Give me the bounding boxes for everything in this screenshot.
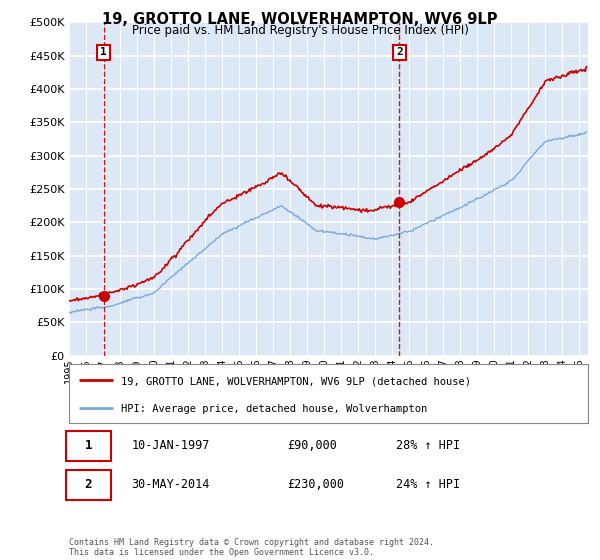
Text: HPI: Average price, detached house, Wolverhampton: HPI: Average price, detached house, Wolv…	[121, 404, 427, 414]
Text: 24% ↑ HPI: 24% ↑ HPI	[396, 478, 460, 492]
Text: £230,000: £230,000	[287, 478, 344, 492]
Text: 1: 1	[100, 48, 107, 57]
Text: 19, GROTTO LANE, WOLVERHAMPTON, WV6 9LP: 19, GROTTO LANE, WOLVERHAMPTON, WV6 9LP	[102, 12, 498, 27]
Text: 10-JAN-1997: 10-JAN-1997	[131, 439, 209, 452]
Text: 28% ↑ HPI: 28% ↑ HPI	[396, 439, 460, 452]
FancyBboxPatch shape	[67, 431, 110, 461]
FancyBboxPatch shape	[67, 470, 110, 500]
Text: 19, GROTTO LANE, WOLVERHAMPTON, WV6 9LP (detached house): 19, GROTTO LANE, WOLVERHAMPTON, WV6 9LP …	[121, 377, 471, 386]
Text: 30-MAY-2014: 30-MAY-2014	[131, 478, 209, 492]
Text: £90,000: £90,000	[287, 439, 337, 452]
Text: 2: 2	[396, 48, 403, 57]
Text: Contains HM Land Registry data © Crown copyright and database right 2024.
This d: Contains HM Land Registry data © Crown c…	[69, 538, 434, 557]
Text: 2: 2	[85, 478, 92, 492]
Text: 1: 1	[85, 439, 92, 452]
Text: Price paid vs. HM Land Registry's House Price Index (HPI): Price paid vs. HM Land Registry's House …	[131, 24, 469, 36]
